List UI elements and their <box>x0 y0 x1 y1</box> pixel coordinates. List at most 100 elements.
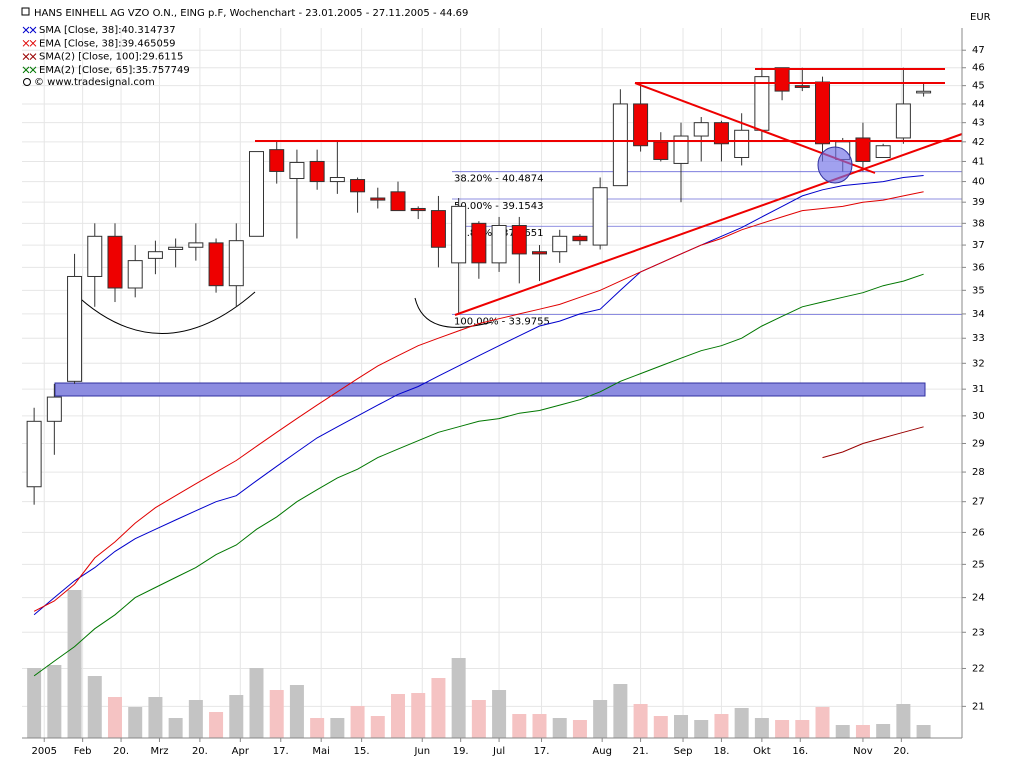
y-tick-label: 42 <box>972 137 985 148</box>
candle-body <box>188 242 204 248</box>
fib-label: 38.20% - 40.4874 <box>454 174 543 185</box>
y-tick-label: 39 <box>972 197 985 208</box>
volume-layer <box>27 590 931 738</box>
volume-bar <box>492 690 507 738</box>
volume-bar <box>471 700 486 738</box>
x-tick-label: 15. <box>354 746 370 757</box>
volume-bar <box>128 707 143 738</box>
candle-body <box>46 396 62 422</box>
volume-bar <box>350 706 365 738</box>
candle-body <box>916 90 932 94</box>
volume-bar <box>714 714 729 738</box>
credit-icon <box>23 78 31 86</box>
y-tick-label: 44 <box>972 99 985 110</box>
volume-bar <box>47 665 62 738</box>
volume-bar <box>289 685 304 738</box>
volume-bar <box>27 668 42 738</box>
volume-bar <box>229 695 244 738</box>
candle-body <box>794 85 810 88</box>
volume-bar <box>815 707 830 738</box>
candle-body <box>248 151 264 237</box>
volume-bar <box>775 720 790 738</box>
highlight-circle <box>817 146 853 184</box>
volume-bar <box>896 704 911 738</box>
candle-body <box>552 235 568 253</box>
volume-bar <box>674 715 689 738</box>
candle-body <box>147 251 163 259</box>
volume-bar <box>855 725 870 738</box>
volume-bar <box>572 720 587 738</box>
candle-body <box>228 240 244 287</box>
y-tick-label: 37 <box>972 240 985 251</box>
y-tick-label: 34 <box>972 309 985 320</box>
candle-body <box>471 222 487 264</box>
y-tick-label: 21 <box>972 701 985 712</box>
fib-label: 50.00% - 39.1543 <box>454 201 543 212</box>
x-tick-label: Nov <box>853 746 873 757</box>
volume-bar <box>835 725 850 738</box>
volume-bar <box>795 720 810 738</box>
x-tick-label: 21. <box>633 746 649 757</box>
x-tick-label: 17. <box>534 746 550 757</box>
volume-bar <box>593 700 608 738</box>
candle-body <box>693 122 709 137</box>
support-zone <box>54 382 926 397</box>
candle-body <box>532 251 548 255</box>
y-tick-label: 46 <box>972 63 985 74</box>
candle-layer <box>26 67 932 505</box>
x-tick-label: 16. <box>792 746 808 757</box>
volume-bar <box>754 718 769 738</box>
x-tick-label: 2005 <box>32 746 57 757</box>
candle-body <box>633 103 649 147</box>
y-tick-label: 38 <box>972 218 985 229</box>
candle-body <box>774 67 790 92</box>
y-tick-label: 33 <box>972 333 985 344</box>
y-tick-label: 25 <box>972 559 985 570</box>
candle-body <box>491 224 507 264</box>
chart-title: HANS EINHELL AG VZO O.N., EING p.F, Woch… <box>34 8 468 19</box>
x-tick-label: Jul <box>492 746 505 757</box>
axes: 21 22 23 24 25 26 27 28 29 30 31 32 33 34 35 36 37 38 39 40… <box>32 45 985 757</box>
volume-bar <box>734 708 749 738</box>
candle-body <box>168 246 184 250</box>
candle-body <box>430 210 446 248</box>
x-tick-label: Sep <box>674 746 693 757</box>
y-tick-label: 29 <box>972 438 985 449</box>
trend-lines <box>255 68 963 316</box>
volume-bar <box>330 718 345 738</box>
y-tick-label: 24 <box>972 593 985 604</box>
fib-label: 100.00% - 33.9755 <box>454 317 550 328</box>
candle-body <box>673 135 689 164</box>
y-tick-label: 45 <box>972 81 985 92</box>
y-tick-label: 35 <box>972 285 985 296</box>
y-tick-label: 47 <box>972 45 985 56</box>
legend-label: EMA(2) [Close, 65]:35.757749 <box>39 65 190 76</box>
candle-body <box>350 179 366 193</box>
candle-body <box>410 207 426 212</box>
candle-body <box>713 122 729 145</box>
arc <box>414 297 493 328</box>
candle-body <box>895 103 911 139</box>
y-tick-label: 28 <box>972 467 985 478</box>
candle-body <box>329 177 345 183</box>
volume-bar <box>188 700 203 738</box>
volume-bar <box>431 678 446 738</box>
x-tick-label: 18. <box>713 746 729 757</box>
candle-body <box>67 275 83 382</box>
volume-bar <box>916 725 931 738</box>
volume-bar <box>532 714 547 738</box>
ma-line <box>822 426 924 459</box>
volume-bar <box>653 716 668 738</box>
y-tick-label: 23 <box>972 627 985 638</box>
y-tick-label: 26 <box>972 527 985 538</box>
ma-line <box>33 273 924 677</box>
x-tick-label: Aug <box>592 746 612 757</box>
y-tick-label: 32 <box>972 358 985 369</box>
ma-layer <box>33 175 924 677</box>
candle-body <box>511 224 527 255</box>
volume-bar <box>148 697 163 738</box>
x-tick-label: Apr <box>232 746 250 757</box>
legend-swatch <box>22 39 37 47</box>
volume-bar <box>87 676 102 738</box>
